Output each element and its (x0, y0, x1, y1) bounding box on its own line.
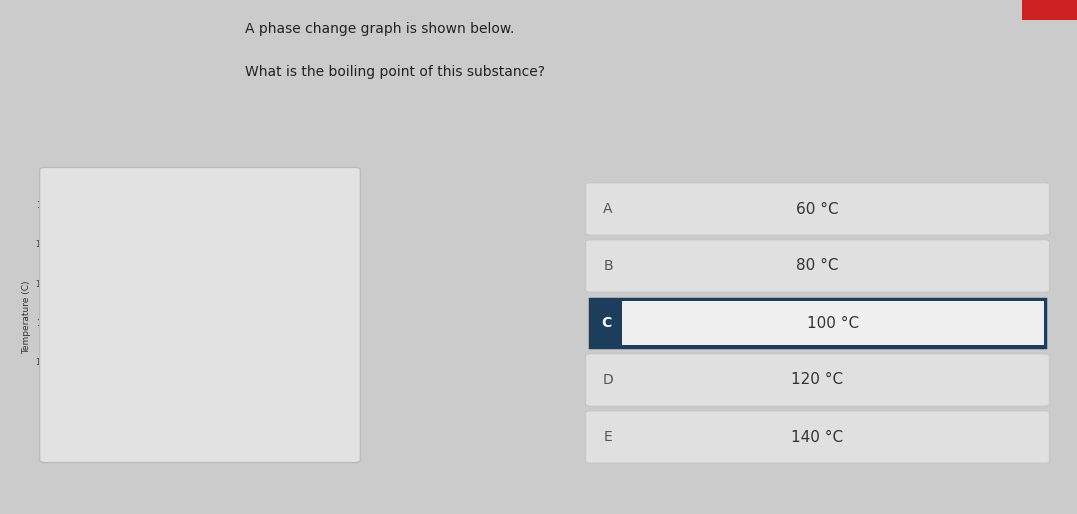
X-axis label: Heat Added: Heat Added (169, 454, 230, 464)
Text: 60 °C: 60 °C (796, 201, 839, 216)
Text: What is the boiling point of this substance?: What is the boiling point of this substa… (244, 65, 545, 79)
Text: D: D (603, 373, 614, 387)
Text: 140 °C: 140 °C (792, 430, 843, 445)
Y-axis label: Temperature (C): Temperature (C) (23, 281, 31, 354)
Text: 120 °C: 120 °C (792, 373, 843, 388)
Text: B: B (603, 259, 613, 273)
Text: 80 °C: 80 °C (796, 259, 839, 273)
Text: A phase change graph is shown below.: A phase change graph is shown below. (244, 22, 515, 36)
Text: E: E (603, 430, 613, 444)
Text: A: A (603, 202, 613, 216)
Text: C: C (601, 316, 611, 330)
Text: 100 °C: 100 °C (808, 316, 859, 331)
